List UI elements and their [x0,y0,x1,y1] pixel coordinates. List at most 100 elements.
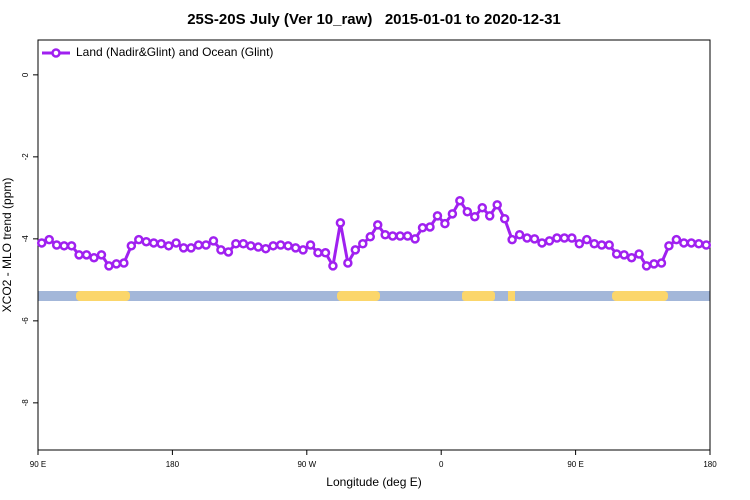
data-point [104,261,114,271]
legend-marker [51,48,61,58]
data-point [320,248,331,258]
data-point [126,241,137,251]
data-point [89,252,99,263]
data-point [305,240,316,250]
data-point [537,238,547,248]
data-point [178,243,189,253]
data-point [679,238,689,248]
y-tick-label: 0 [21,72,30,77]
data-point [507,234,517,245]
legend-label: Land (Nadir&Glint) and Ocean (Glint) [76,45,273,59]
x-axis-label: Longitude (deg E) [326,475,421,489]
data-point [417,223,428,233]
data-point [335,218,346,228]
y-tick-label: -8 [21,399,30,407]
x-tick-label: 90 E [30,460,46,469]
data-point [260,243,271,254]
data-point [686,238,697,248]
data-point [582,234,592,245]
x-tick-label: 180 [166,460,180,469]
data-point [626,252,637,263]
data-point [231,239,241,249]
data-point [470,211,480,222]
data-point [36,238,47,248]
data-point [671,234,682,245]
data-point [395,231,405,241]
data-point [365,232,376,242]
data-point [141,236,152,247]
data-point [425,222,435,232]
data-point [529,234,540,244]
data-point [290,243,301,253]
data-point [641,261,652,271]
data-point [148,238,159,248]
data-point [44,234,54,245]
map-strip [38,291,710,301]
y-axis-label: XCO2 - MLO trend (ppm) [0,178,14,313]
data-point [499,214,510,224]
data-point [156,239,166,249]
data-point [51,240,62,250]
data-point [208,236,219,246]
x-tick-label: 90 W [297,460,316,469]
data-point [567,233,577,243]
data-point [656,258,667,268]
data-point [402,231,413,241]
data-point [216,245,226,255]
data-point [462,207,473,217]
data-point [238,239,249,249]
data-point [111,259,122,269]
data-point [492,200,502,210]
data-point [649,259,659,269]
data-point [74,250,84,260]
data-point [455,195,465,206]
y-tick-label: -4 [21,235,30,243]
data-point [440,218,450,229]
data-point [246,241,256,251]
data-point [634,249,644,259]
x-tick-label: 180 [703,460,717,469]
data-point [477,202,488,213]
data-point [574,239,585,249]
data-point [283,241,293,251]
data-point [432,211,443,221]
series-line [41,197,707,271]
chart-title: 25S-20S July (Ver 10_raw) 2015-01-01 to … [187,11,561,28]
y-tick-label: -2 [21,153,30,161]
data-point [186,243,196,253]
data-point [134,234,144,245]
data-point [514,230,525,240]
data-point [350,245,361,255]
data-point [559,233,570,243]
data-point [223,247,234,257]
data-point [328,261,338,271]
x-tick-label: 90 E [567,460,583,469]
data-point [596,240,607,250]
data-point [552,233,562,243]
data-point [544,236,555,246]
data-point [253,242,264,252]
data-point [447,209,458,219]
data-point [701,240,712,250]
data-point [313,248,323,258]
data-point [201,240,211,250]
data-point [372,220,383,230]
x-tick-label: 0 [439,460,444,469]
data-point [589,239,600,249]
data-point [619,250,629,260]
data-point [484,211,495,221]
data-point [171,238,181,248]
data-point [163,241,174,251]
data-point [522,233,532,243]
data-point [410,234,420,244]
data-point [193,240,204,250]
data-point [694,239,704,249]
data-point [81,250,92,260]
data-point [343,258,353,268]
data-point [604,240,614,250]
data-point [380,230,390,240]
data-point [275,240,286,250]
data-point [66,241,77,251]
data-point [611,249,622,259]
